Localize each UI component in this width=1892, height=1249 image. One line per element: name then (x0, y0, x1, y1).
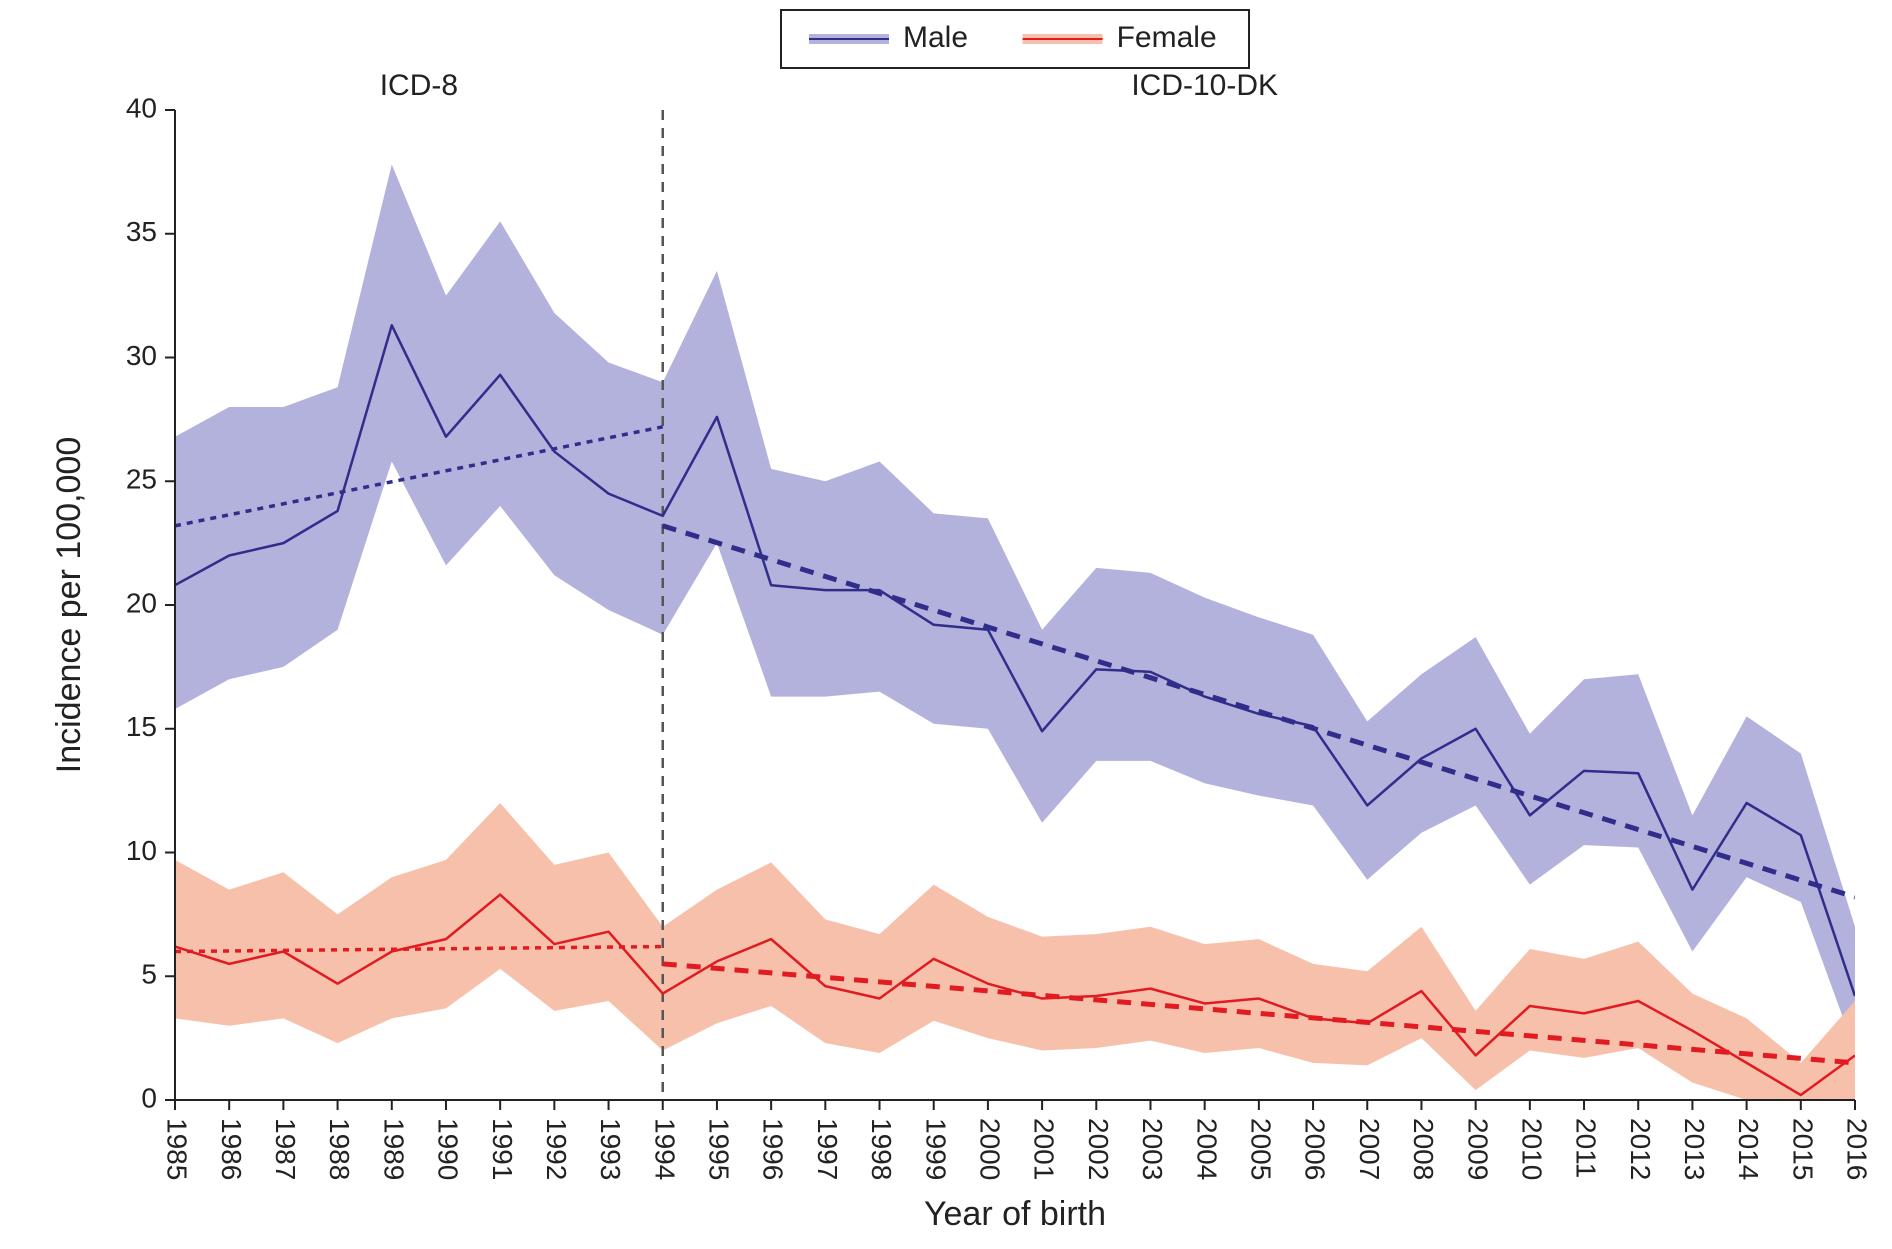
x-axis-label: Year of birth (924, 1195, 1106, 1233)
x-tick-label: 1990 (433, 1118, 464, 1180)
x-tick-label: 2015 (1787, 1118, 1818, 1180)
x-tick-label: 2014 (1733, 1118, 1764, 1180)
x-tick-label: 1998 (866, 1118, 897, 1180)
x-tick-label: 1988 (324, 1118, 355, 1180)
x-tick-label: 1999 (920, 1118, 951, 1180)
x-tick-label: 2013 (1679, 1118, 1710, 1180)
x-tick-label: 1994 (649, 1118, 680, 1180)
x-tick-label: 2008 (1408, 1118, 1439, 1180)
y-tick-label: 10 (126, 835, 157, 866)
chart-container: 0 5 10 15 20 25 30 35 40 Incidence per 100,000 198… (0, 0, 1892, 1249)
x-tick-label: 2001 (1029, 1118, 1060, 1180)
x-tick-label: 2016 (1842, 1118, 1873, 1180)
x-tick-label: 1995 (704, 1118, 735, 1180)
y-tick-label: 40 (126, 92, 157, 123)
legend-label-0: Male (903, 21, 968, 54)
x-tick-label: 2002 (1083, 1118, 1114, 1180)
x-tick-label: 2010 (1516, 1118, 1547, 1180)
x-tick-label: 2004 (1191, 1118, 1222, 1180)
x-tick-label: 1986 (216, 1118, 247, 1180)
y-tick-label: 25 (126, 464, 157, 495)
legend: Male Female (781, 10, 1249, 68)
x-tick-label: 1992 (541, 1118, 572, 1180)
annotation-1: ICD-10-DK (1131, 69, 1278, 102)
annotation-0: ICD-8 (380, 69, 458, 102)
incidence-chart: 0 5 10 15 20 25 30 35 40 Incidence per 100,000 198… (0, 0, 1892, 1249)
x-tick-label: 2003 (1137, 1118, 1168, 1180)
x-tick-label: 2000 (975, 1118, 1006, 1180)
y-tick-label: 20 (126, 587, 157, 618)
y-tick-label: 15 (126, 711, 157, 742)
legend-label-1: Female (1117, 21, 1217, 54)
y-tick-label: 0 (141, 1082, 157, 1113)
y-tick-label: 30 (126, 340, 157, 371)
x-tick-label: 2007 (1354, 1118, 1385, 1180)
x-tick-label: 2011 (1571, 1118, 1602, 1178)
x-tick-label: 2012 (1625, 1118, 1656, 1180)
y-tick-label: 35 (126, 216, 157, 247)
x-tick-label: 1997 (812, 1118, 843, 1180)
x-tick-label: 1985 (162, 1118, 193, 1180)
x-tick-label: 2006 (1300, 1118, 1331, 1180)
x-tick-label: 1991 (487, 1118, 518, 1180)
y-axis-label: Incidence per 100,000 (50, 437, 88, 773)
x-tick-label: 1987 (270, 1118, 301, 1180)
x-tick-label: 1996 (758, 1118, 789, 1180)
x-tick-label: 2005 (1245, 1118, 1276, 1180)
y-tick-label: 5 (141, 959, 157, 990)
x-tick-label: 1993 (595, 1118, 626, 1180)
x-tick-label: 1989 (378, 1118, 409, 1180)
x-tick-label: 2009 (1462, 1118, 1493, 1180)
